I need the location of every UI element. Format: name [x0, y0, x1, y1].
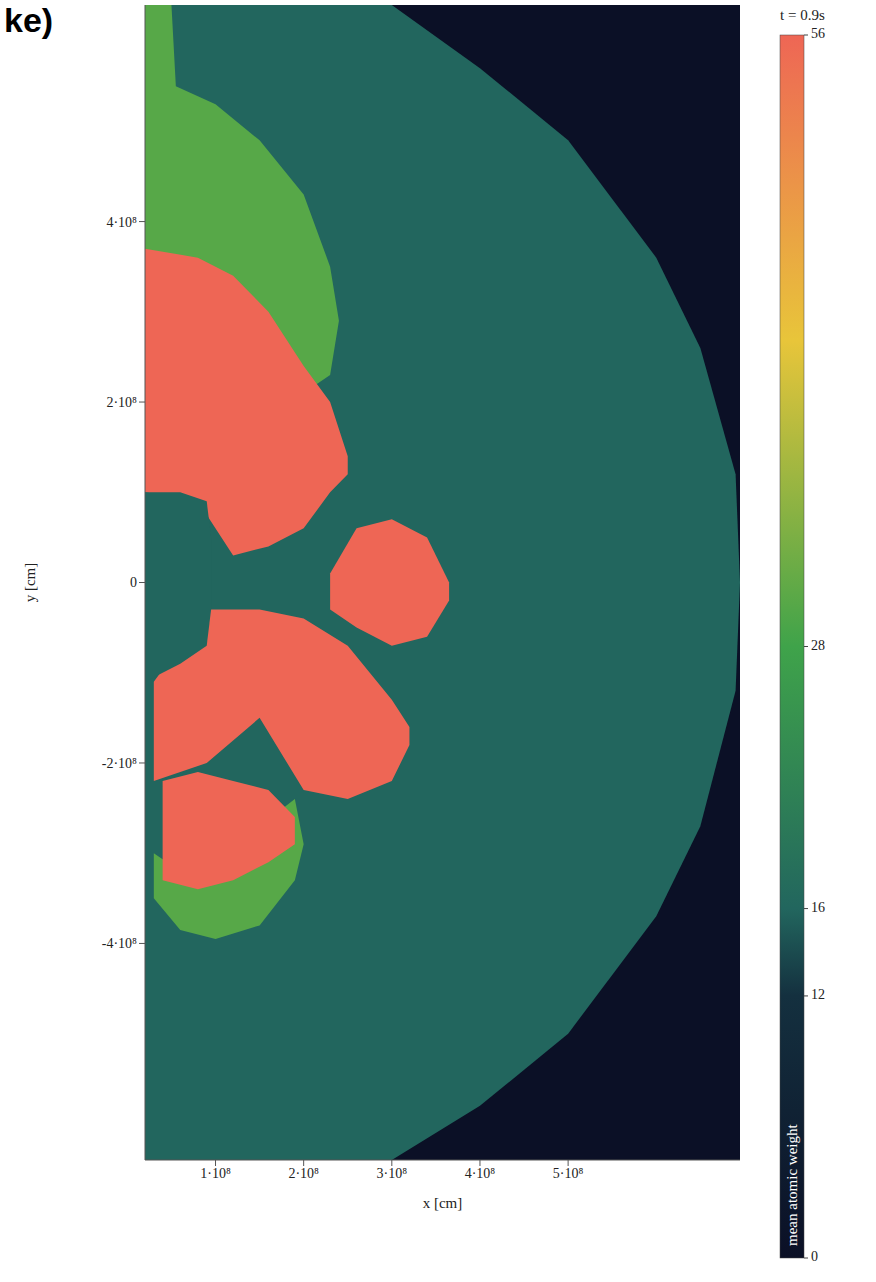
- svg-text:-4·10⁸: -4·10⁸: [102, 936, 137, 951]
- svg-text:0: 0: [811, 1249, 818, 1264]
- svg-text:1·10⁸: 1·10⁸: [200, 1166, 231, 1181]
- svg-text:3·10⁸: 3·10⁸: [377, 1166, 408, 1181]
- html-text:ke): ke): [4, 1, 54, 39]
- svg-text:16: 16: [811, 900, 825, 915]
- svg-text:y [cm]: y [cm]: [22, 563, 38, 603]
- svg-text:28: 28: [811, 638, 825, 653]
- svg-text:2·10⁸: 2·10⁸: [106, 395, 137, 410]
- svg-text:-2·10⁸: -2·10⁸: [102, 756, 137, 771]
- svg-text:4·10⁸: 4·10⁸: [106, 215, 137, 230]
- svg-text:5·10⁸: 5·10⁸: [553, 1166, 584, 1181]
- svg-text:56: 56: [811, 26, 825, 41]
- svg-text:mean atomic weight: mean atomic weight: [784, 1124, 800, 1246]
- svg-text:0: 0: [130, 575, 137, 590]
- svg-text:t = 0.9s: t = 0.9s: [780, 7, 825, 23]
- svg-text:x [cm]: x [cm]: [423, 1195, 463, 1211]
- svg-text:4·10⁸: 4·10⁸: [465, 1166, 496, 1181]
- svg-text:2·10⁸: 2·10⁸: [288, 1166, 319, 1181]
- svg-text:12: 12: [811, 987, 825, 1002]
